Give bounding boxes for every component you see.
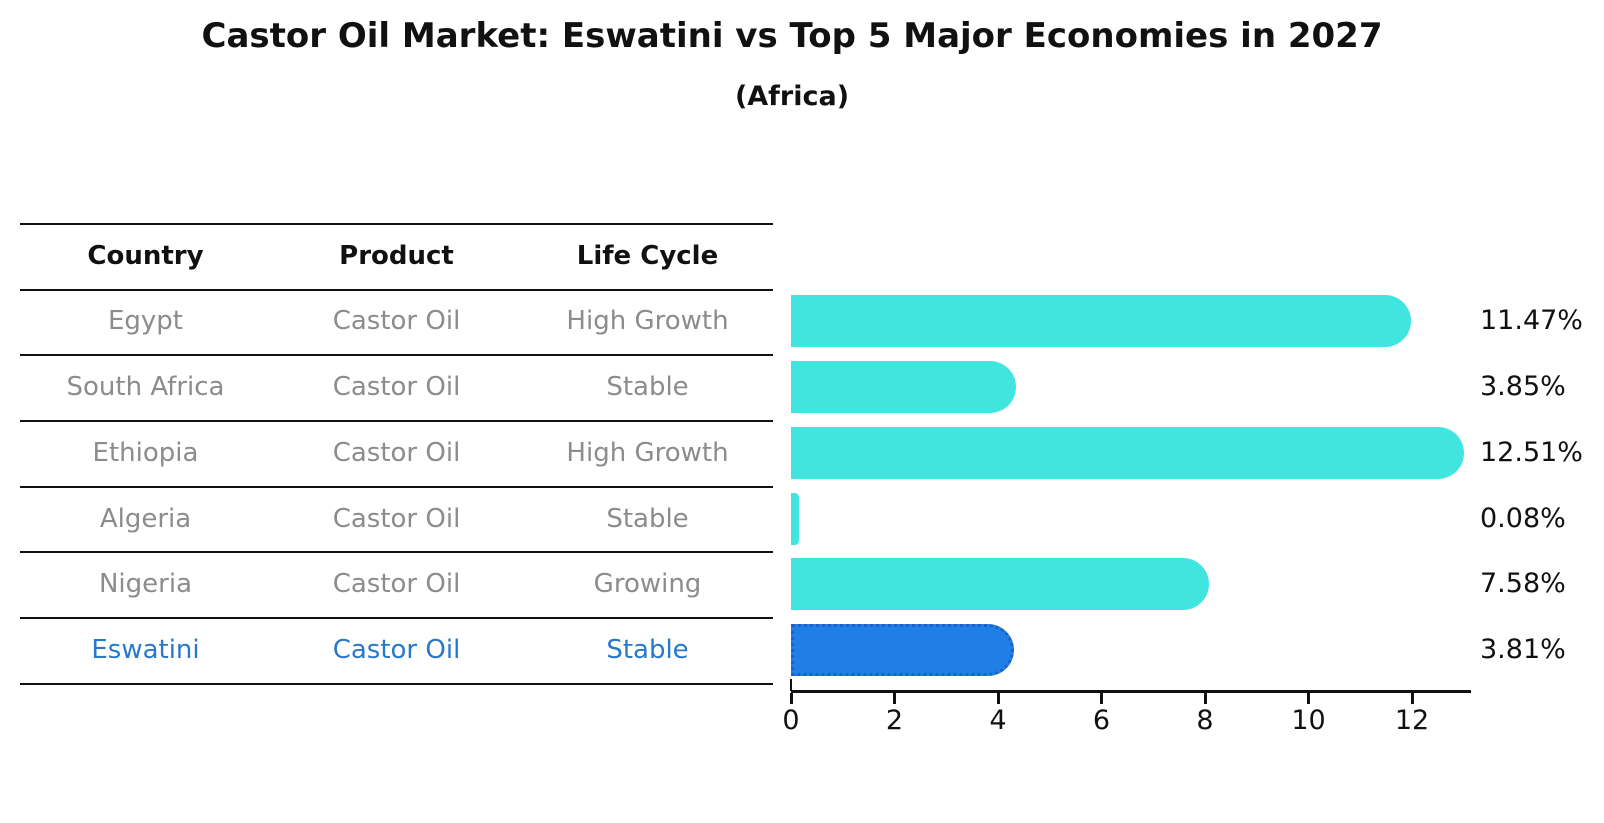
x-tick-label: 8 <box>1196 705 1214 736</box>
table-rule <box>20 617 773 620</box>
product-cell: Castor Oil <box>332 437 461 468</box>
table-row: Algeria Castor Oil Stable <box>20 486 773 552</box>
page-subtitle: (Africa) <box>734 81 850 112</box>
y-axis-spine <box>790 679 792 691</box>
x-tick-mark <box>1100 693 1103 704</box>
bar-value-label: 3.85% <box>1480 371 1566 403</box>
life-cycle-cell: Stable <box>606 503 689 534</box>
x-tick-label: 2 <box>885 705 904 736</box>
x-tick-label: 6 <box>1092 705 1111 736</box>
life-cycle-cell: Stable <box>606 372 689 403</box>
life-cycle-cell: High Growth <box>566 306 729 337</box>
life-cycle-cell: High Growth <box>566 437 729 468</box>
bar-value-label: 0.08% <box>1480 502 1566 534</box>
table-rule <box>20 288 773 291</box>
product-cell: Castor Oil <box>332 569 461 600</box>
x-tick-mark <box>1410 693 1414 704</box>
table-rule <box>20 223 773 225</box>
x-tick-label: 0 <box>782 705 800 736</box>
table-rule <box>20 485 773 488</box>
bar-value-label: 7.58% <box>1480 568 1566 600</box>
life-cycle-cell: Stable <box>606 634 689 665</box>
country-cell: Algeria <box>99 503 192 534</box>
table-row: Eswatini Castor Oil Stable <box>20 617 773 683</box>
bar-eswatini-highlighted <box>791 623 1015 676</box>
table-header-row: Country Product Life Cycle <box>20 223 773 289</box>
bar-value-label: 11.47% <box>1480 305 1583 337</box>
table-rule <box>20 420 773 422</box>
column-header-product: Product <box>339 240 454 271</box>
product-cell: Castor Oil <box>332 503 461 534</box>
x-tick-label: 12 <box>1394 705 1430 736</box>
country-cell: South Africa <box>66 372 225 403</box>
table-row: South Africa Castor Oil Stable <box>20 354 773 420</box>
x-axis-line <box>791 690 1471 693</box>
bar-egypt <box>791 295 1411 348</box>
x-tick-mark <box>1307 693 1310 704</box>
table-rule <box>20 551 773 554</box>
table-row: Ethiopia Castor Oil High Growth <box>20 420 773 486</box>
x-tick-label: 4 <box>989 705 1007 736</box>
x-tick-mark <box>893 693 896 704</box>
page-title: Castor Oil Market: Eswatini vs Top 5 Maj… <box>201 16 1383 56</box>
column-header-life-cycle: Life Cycle <box>576 240 719 271</box>
x-tick-mark <box>1203 693 1207 704</box>
life-cycle-cell: Growing <box>593 569 702 600</box>
product-cell: Castor Oil <box>332 306 461 337</box>
country-cell: Eswatini <box>91 634 200 665</box>
country-cell: Nigeria <box>98 569 193 600</box>
table-row: Egypt Castor Oil High Growth <box>20 289 773 355</box>
x-tick-label: 10 <box>1291 705 1326 736</box>
x-tick-mark <box>789 693 793 704</box>
bar-south-africa <box>791 361 1017 414</box>
table-rule <box>20 682 773 685</box>
country-cell: Ethiopia <box>92 437 199 468</box>
product-cell: Castor Oil <box>332 372 461 403</box>
bar-value-label: 12.51% <box>1480 436 1583 468</box>
column-header-country: Country <box>87 240 204 271</box>
bar-nigeria <box>791 558 1210 611</box>
table-row: Nigeria Castor Oil Growing <box>20 551 773 617</box>
product-cell: Castor Oil <box>332 634 461 665</box>
bar-value-label: 3.81% <box>1480 633 1566 665</box>
country-cell: Egypt <box>107 306 184 337</box>
bar-ethiopia <box>791 426 1465 479</box>
x-tick-mark <box>996 693 1000 704</box>
bar-algeria <box>791 492 800 545</box>
table-rule <box>20 354 773 357</box>
